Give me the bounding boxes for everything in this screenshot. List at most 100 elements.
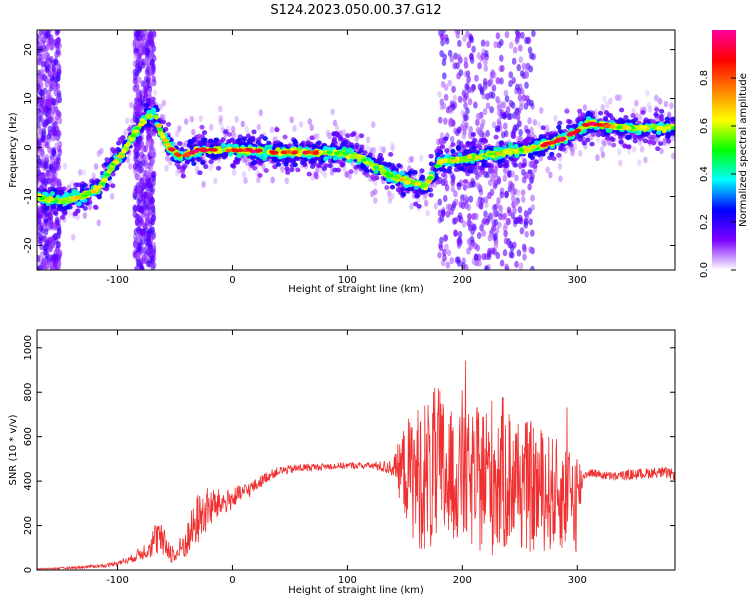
spectral-point bbox=[214, 137, 220, 143]
spectral-point bbox=[463, 61, 469, 69]
spectral-point bbox=[466, 237, 472, 246]
spectral-point bbox=[309, 124, 314, 131]
spectral-point bbox=[144, 154, 149, 162]
spectral-point bbox=[248, 136, 254, 142]
spectral-point bbox=[57, 203, 63, 209]
spectral-point bbox=[56, 232, 61, 240]
spectral-point bbox=[476, 113, 482, 121]
spectral-point bbox=[327, 132, 332, 140]
spectral-point bbox=[327, 163, 333, 169]
spectral-point bbox=[603, 110, 609, 115]
spectral-point bbox=[585, 137, 591, 143]
spectral-point bbox=[474, 74, 479, 82]
spectral-point bbox=[522, 253, 527, 261]
spectral-point bbox=[196, 133, 202, 139]
spectral-point bbox=[497, 159, 503, 165]
spectral-point bbox=[449, 135, 455, 143]
spectral-point bbox=[292, 124, 297, 132]
spectral-point bbox=[521, 168, 526, 176]
spectral-point bbox=[466, 41, 472, 49]
spectral-point bbox=[589, 141, 595, 147]
spectral-point bbox=[373, 188, 378, 196]
spectral-point bbox=[270, 176, 275, 184]
spectral-point bbox=[389, 184, 396, 190]
spectral-point bbox=[52, 150, 57, 158]
spectral-point bbox=[241, 171, 247, 179]
figure-title: S124.2023.050.00.37.G12 bbox=[270, 3, 441, 18]
spectral-point bbox=[54, 142, 60, 150]
spectral-point bbox=[515, 31, 521, 39]
spectral-point bbox=[37, 158, 42, 166]
spectral-point bbox=[76, 201, 82, 207]
spectral-point bbox=[514, 107, 520, 115]
spectral-point bbox=[371, 176, 377, 182]
spectral-point bbox=[506, 206, 512, 214]
spectral-point bbox=[508, 71, 514, 79]
spectral-point bbox=[518, 129, 523, 137]
spectral-point bbox=[109, 192, 115, 200]
spectral-point bbox=[331, 131, 337, 137]
spectral-point bbox=[485, 40, 490, 48]
spectral-point bbox=[250, 161, 256, 166]
spectral-point bbox=[503, 89, 509, 98]
spectral-point bbox=[231, 125, 236, 133]
spectral-point bbox=[257, 173, 263, 178]
spectral-point bbox=[444, 148, 450, 153]
spectral-point bbox=[42, 177, 48, 185]
spectral-point bbox=[222, 152, 229, 158]
spectral-point bbox=[230, 130, 236, 138]
spectral-point bbox=[69, 180, 75, 188]
spectral-point bbox=[226, 132, 233, 137]
spectral-point bbox=[630, 113, 636, 118]
spectral-point bbox=[453, 229, 458, 237]
spectral-point bbox=[349, 132, 355, 138]
spectral-point bbox=[438, 244, 444, 252]
spectral-point bbox=[463, 114, 468, 122]
spectral-point bbox=[536, 121, 541, 128]
spectral-point bbox=[165, 121, 172, 127]
spectral-point bbox=[556, 152, 562, 158]
spectral-point bbox=[467, 168, 473, 174]
spectral-point bbox=[497, 221, 502, 229]
spectral-point bbox=[37, 208, 43, 214]
spectral-point bbox=[137, 227, 143, 235]
spectral-point bbox=[442, 194, 448, 203]
spectral-point bbox=[42, 162, 48, 170]
spectral-point bbox=[618, 139, 624, 145]
spectral-point bbox=[502, 286, 506, 293]
spectral-point bbox=[443, 83, 449, 91]
spectral-point bbox=[657, 141, 664, 147]
spectral-point bbox=[524, 212, 530, 220]
spectral-point bbox=[347, 147, 353, 153]
spectral-point bbox=[557, 163, 563, 170]
spectral-point bbox=[56, 68, 62, 76]
spectral-point bbox=[135, 151, 140, 159]
spectral-point bbox=[520, 189, 526, 197]
spectral-point bbox=[467, 213, 472, 221]
spectral-point bbox=[642, 138, 648, 144]
spectral-point bbox=[56, 48, 61, 56]
spectral-point bbox=[148, 245, 153, 253]
spectral-point bbox=[144, 102, 150, 108]
spectral-point bbox=[44, 242, 50, 250]
spectral-point bbox=[298, 121, 304, 128]
spectral-point bbox=[96, 194, 102, 200]
spectral-point bbox=[499, 54, 504, 62]
spectral-point bbox=[289, 116, 294, 124]
spectral-point bbox=[44, 154, 50, 162]
spectral-point bbox=[219, 123, 224, 131]
spectral-point bbox=[634, 99, 639, 107]
spectral-point bbox=[306, 171, 312, 177]
spectral-point bbox=[413, 201, 419, 207]
spectral-point bbox=[256, 123, 261, 131]
spectral-point bbox=[414, 189, 420, 195]
spectral-point bbox=[348, 169, 354, 175]
spectral-point bbox=[207, 138, 214, 144]
spectral-point bbox=[599, 146, 605, 153]
spectral-point bbox=[452, 94, 458, 102]
spectral-point bbox=[452, 217, 458, 225]
spectral-point bbox=[527, 183, 532, 191]
spectral-point bbox=[538, 134, 544, 139]
spectral-point bbox=[378, 145, 383, 153]
spectral-point bbox=[150, 196, 155, 204]
